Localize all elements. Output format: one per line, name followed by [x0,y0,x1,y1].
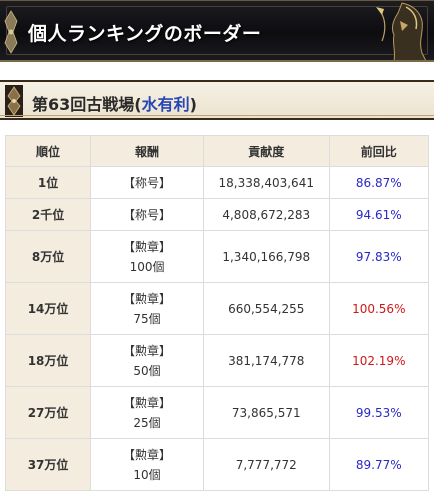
points-cell: 73,865,571 [202,386,330,439]
table-row: 2千位 【称号】 4,808,672,283 94.61% [4,198,430,231]
column-header-ratio: 前回比 [328,135,430,167]
rank-cell: 14万位 [4,282,92,335]
points-cell: 660,554,255 [202,282,330,335]
reward-type: 【勲章】 [123,343,172,358]
ornament-left-icon [5,85,23,117]
reward-cell: 【勲章】 10個 [90,438,204,491]
reward-type: 【勲章】 [123,447,172,462]
points-cell: 4,808,672,283 [202,198,330,231]
paren-open: ( [134,95,142,114]
rank-cell: 27万位 [4,386,92,439]
reward-cell: 【勲章】 25個 [90,386,204,439]
table-row: 14万位 【勲章】 75個 660,554,255 100.56% [4,282,430,335]
table-row: 18万位 【勲章】 50個 381,174,778 102.19% [4,334,430,387]
rank-cell: 2千位 [4,198,92,231]
reward-cell: 【勲章】 100個 [90,230,204,283]
ratio-cell: 97.83% [328,230,430,283]
reward-quantity: 50個 [133,363,161,378]
rank-cell: 37万位 [4,438,92,491]
rank-cell: 1位 [4,166,92,199]
reward-cell: 【称号】 [90,166,204,199]
ratio-cell: 100.56% [328,282,430,335]
reward-cell: 【称号】 [90,198,204,231]
reward-type: 【勲章】 [123,291,172,306]
ratio-cell: 94.61% [328,198,430,231]
reward-type: 【勲章】 [123,395,172,410]
points-cell: 381,174,778 [202,334,330,387]
ratio-cell: 89.77% [328,438,430,491]
reward-cell: 【勲章】 50個 [90,334,204,387]
points-cell: 7,777,772 [202,438,330,491]
column-header-points: 貢献度 [202,135,330,167]
points-cell: 1,340,166,798 [202,230,330,283]
reward-type: 【勲章】 [123,239,172,254]
reward-quantity: 10個 [133,467,161,482]
page-title: 個人ランキングのボーダー [28,23,262,45]
reward-cell: 【勲章】 75個 [90,282,204,335]
ornament-left-icon [4,10,18,54]
column-header-reward: 報酬 [90,135,204,167]
reward-quantity: 100個 [129,259,165,274]
table-row: 27万位 【勲章】 25個 73,865,571 99.53% [4,386,430,439]
table-row: 8万位 【勲章】 100個 1,340,166,798 97.83% [4,230,430,283]
event-name: 第63回古戦場 [32,95,135,114]
table-header-row: 順位 報酬 貢献度 前回比 [4,135,430,167]
reward-type: 【称号】 [123,175,172,190]
paren-close: ) [189,95,197,114]
character-silhouette-icon [376,2,427,60]
table-row: 1位 【称号】 18,338,403,641 86.87% [4,166,430,199]
section-title: 第63回古戦場(水有利) [32,91,197,115]
ranking-border-table: 順位 報酬 貢献度 前回比 1位 【称号】 18,338,403,641 86.… [4,135,430,491]
reward-type: 【称号】 [123,207,172,222]
reward-quantity: 75個 [133,311,161,326]
ratio-cell: 99.53% [328,386,430,439]
element-advantage: 水有利 [141,95,190,114]
reward-quantity: 25個 [133,415,161,430]
rank-cell: 18万位 [4,334,92,387]
ratio-cell: 86.87% [328,166,430,199]
rank-cell: 8万位 [4,230,92,283]
ratio-cell: 102.19% [328,334,430,387]
section-header: 第63回古戦場(水有利) [0,80,434,120]
page-header-banner: 個人ランキングのボーダー [0,0,434,62]
table-row: 37万位 【勲章】 10個 7,777,772 89.77% [4,438,430,491]
column-header-rank: 順位 [4,135,92,167]
points-cell: 18,338,403,641 [202,166,330,199]
